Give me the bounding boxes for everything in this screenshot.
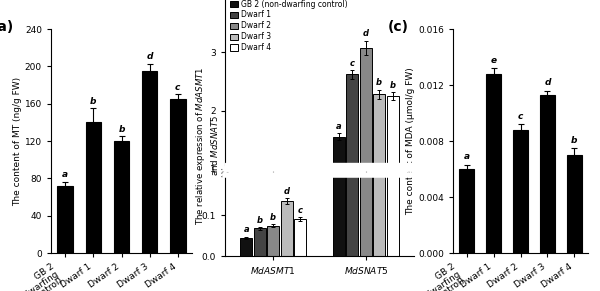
- Text: The relative expression of $MdASMT1$
and $MdSNAT5$: The relative expression of $MdASMT1$ and…: [194, 66, 220, 225]
- Y-axis label: The content of MDA (μmol/g FW): The content of MDA (μmol/g FW): [406, 67, 415, 215]
- Bar: [114, 141, 129, 253]
- Bar: [267, 226, 279, 256]
- Bar: [170, 99, 185, 253]
- Bar: [360, 48, 372, 227]
- Bar: [486, 74, 501, 253]
- Bar: [386, 175, 398, 256]
- Text: b: b: [257, 216, 263, 225]
- Text: (a): (a): [0, 20, 14, 34]
- Bar: [58, 186, 73, 253]
- Text: a: a: [62, 171, 68, 180]
- Bar: [373, 175, 385, 256]
- Bar: [86, 123, 101, 253]
- Text: c: c: [350, 58, 355, 68]
- Bar: [333, 175, 345, 256]
- Bar: [373, 94, 385, 227]
- Text: d: d: [284, 187, 290, 196]
- Text: d: d: [544, 78, 551, 87]
- Bar: [346, 175, 358, 256]
- Text: d: d: [146, 52, 153, 61]
- Bar: [142, 71, 157, 253]
- Text: b: b: [90, 97, 97, 106]
- Text: a: a: [244, 226, 250, 235]
- Bar: [294, 219, 306, 256]
- Bar: [540, 95, 555, 253]
- Bar: [513, 130, 528, 253]
- Legend: GB 2 (non-dwarfing control), Dwarf 1, Dwarf 2, Dwarf 3, Dwarf 4: GB 2 (non-dwarfing control), Dwarf 1, Dw…: [229, 0, 349, 54]
- Text: d: d: [363, 29, 369, 38]
- Bar: [254, 228, 266, 256]
- Text: c: c: [518, 112, 523, 121]
- Bar: [281, 201, 293, 256]
- Text: b: b: [376, 78, 382, 87]
- Bar: [333, 137, 345, 227]
- Bar: [360, 175, 372, 256]
- Text: a: a: [463, 152, 470, 162]
- Text: b: b: [270, 213, 276, 222]
- Text: b: b: [389, 81, 395, 90]
- Text: b: b: [118, 125, 125, 134]
- Text: c: c: [175, 83, 181, 92]
- Bar: [346, 74, 358, 227]
- Bar: [386, 96, 398, 227]
- Text: a: a: [337, 122, 342, 131]
- Bar: [567, 155, 582, 253]
- Bar: [241, 238, 253, 256]
- Text: b: b: [571, 136, 578, 145]
- Text: e: e: [490, 56, 497, 65]
- Text: c: c: [298, 205, 302, 214]
- Text: (c): (c): [388, 20, 409, 34]
- Y-axis label: The content of MT (ng/g FW): The content of MT (ng/g FW): [13, 77, 22, 206]
- Bar: [459, 169, 474, 253]
